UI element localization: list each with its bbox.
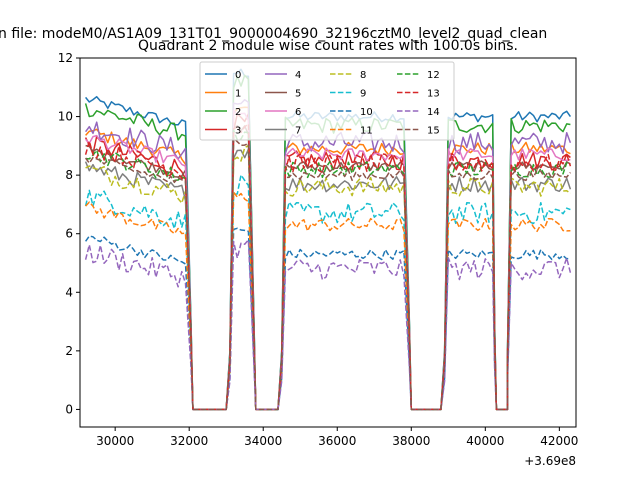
- legend-label-5: 5: [295, 89, 301, 100]
- series-line-8: [85, 144, 571, 411]
- y-tick-label: 4: [65, 285, 73, 299]
- series-line-15: [84, 137, 571, 411]
- legend-label-15: 15: [427, 126, 440, 137]
- legend-label-2: 2: [235, 107, 241, 118]
- y-tick-label: 8: [65, 168, 73, 182]
- legend-label-9: 9: [360, 89, 366, 100]
- y-tick-label: 10: [58, 110, 73, 124]
- y-tick-label: 6: [65, 227, 73, 241]
- x-tick-label: 30000: [96, 434, 134, 448]
- legend-label-0: 0: [235, 70, 241, 81]
- x-tick-label: 38000: [392, 434, 430, 448]
- legend-label-6: 6: [295, 107, 301, 118]
- y-tick-label: 0: [65, 402, 73, 416]
- legend-label-1: 1: [235, 89, 241, 100]
- legend-label-13: 13: [427, 89, 440, 100]
- x-tick-label: 42000: [540, 434, 578, 448]
- chart-title: Quadrant 2 module wise count rates with …: [138, 38, 518, 54]
- series-line-12: [85, 129, 571, 411]
- y-axis: 0 2 4 6 8 10 12: [58, 51, 80, 416]
- series-line-13: [84, 123, 572, 411]
- legend-box: [199, 61, 455, 141]
- legend-label-11: 11: [360, 126, 373, 137]
- x-tick-label: 32000: [170, 434, 208, 448]
- legend-label-12: 12: [427, 70, 440, 81]
- y-tick-label: 2: [65, 344, 73, 358]
- legend-label-7: 7: [295, 126, 301, 137]
- legend-label-10: 10: [360, 107, 373, 118]
- y-tick-label: 12: [58, 51, 73, 65]
- plot-frame: [79, 57, 577, 428]
- legend-label-14: 14: [427, 107, 440, 118]
- x-tick-label: 36000: [318, 434, 356, 448]
- legend-label-3: 3: [235, 126, 241, 137]
- x-tick-label: 40000: [466, 434, 504, 448]
- x-axis: 30000 32000 34000 36000 38000 40000 42000: [96, 427, 578, 448]
- x-tick-label: 34000: [244, 434, 282, 448]
- figure-suptitle: n file: modeM0/AS1A09_131T01_9000004690_…: [0, 26, 547, 42]
- legend-label-8: 8: [360, 70, 366, 81]
- legend-label-4: 4: [295, 70, 301, 81]
- x-axis-offset-label: +3.69e8: [524, 454, 576, 468]
